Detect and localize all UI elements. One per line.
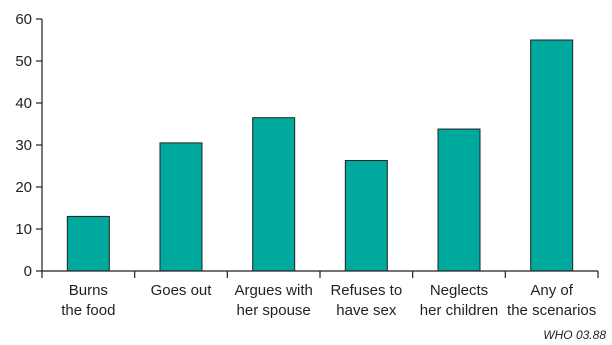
x-category-label: Neglects her children: [420, 282, 498, 319]
bar: [66, 215, 110, 272]
x-category-label: Argues with her spouse: [234, 282, 312, 319]
y-tick-label: 50: [15, 53, 32, 70]
bar: [159, 142, 203, 272]
y-tick-label: 20: [15, 179, 32, 196]
y-tick-label: 0: [24, 263, 32, 280]
x-category-label-line: the food: [61, 302, 115, 319]
x-category-label-line: Neglects: [430, 282, 488, 299]
x-category-label-line: Refuses to: [330, 282, 402, 299]
x-axis: Burns the food Goes out Argues with her spou…: [41, 270, 599, 319]
bar: [344, 160, 388, 272]
y-tick-label: 10: [15, 221, 32, 238]
y-axis: 0 10 20 30 40 50 60: [15, 11, 43, 280]
x-category-label: Burns the food: [61, 282, 115, 319]
bars-group: [66, 39, 574, 272]
x-category-label-line: the scenarios: [507, 302, 596, 319]
bar: [530, 39, 574, 272]
x-category-label-line: Goes out: [151, 282, 213, 299]
x-category-label-line: Burns: [69, 282, 108, 299]
x-category-label: Any of the scenarios: [507, 282, 596, 319]
y-tick-label: 40: [15, 95, 32, 112]
x-category-label: Goes out: [151, 282, 213, 299]
x-category-label-line: have sex: [336, 302, 397, 319]
source-note: WHO 03.88: [543, 328, 606, 342]
x-category-label-line: Argues with: [234, 282, 312, 299]
y-tick-label: 30: [15, 137, 32, 154]
y-tick-label: 60: [15, 11, 32, 28]
bar: [437, 128, 481, 272]
x-category-label-line: Any of: [530, 282, 573, 299]
x-category-label: Refuses to have sex: [330, 282, 402, 319]
x-category-label-line: her children: [420, 302, 498, 319]
bar: [252, 117, 296, 272]
x-category-label-line: her spouse: [237, 302, 311, 319]
